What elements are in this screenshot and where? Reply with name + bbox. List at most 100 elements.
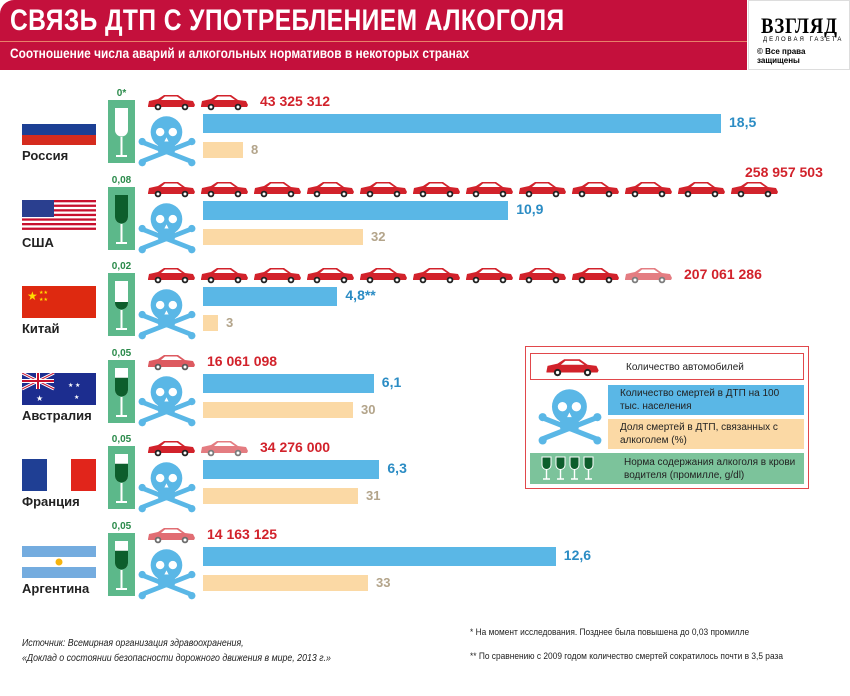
legend-alcohol-label: Доля смертей в ДТП, связанных с алкоголе… xyxy=(620,422,778,446)
country-name: Австралия xyxy=(22,408,92,423)
car-icon xyxy=(199,180,249,203)
skull-crossbones-icon xyxy=(138,200,196,260)
deaths-bar xyxy=(203,460,380,479)
car-count-value: 43 325 312 xyxy=(260,93,331,109)
logo-tagline: ДЕЛОВАЯ ГАЗЕТА xyxy=(763,37,844,43)
alcohol-share-bar xyxy=(203,575,368,591)
flag-icon xyxy=(22,200,96,232)
source-line-2: «Доклад о состоянии безопасности дорожно… xyxy=(22,653,331,664)
deaths-value: 6,3 xyxy=(387,460,407,476)
country-row: ★ ★★ ★★ Китай 0,02 207 061 286 4,8** 3 xyxy=(0,261,850,354)
alcohol-share-value: 8 xyxy=(251,142,259,157)
legend-cars-label: Количество автомобилей xyxy=(626,362,744,373)
deaths-value: 18,5 xyxy=(729,114,757,130)
wine-glass-icon xyxy=(108,187,135,250)
alcohol-share-value: 33 xyxy=(376,575,391,590)
car-icon xyxy=(358,180,408,203)
alcohol-limit-value: 0,05 xyxy=(111,434,132,445)
footnote-2: ** По сравнению с 2009 годом количество … xyxy=(470,651,783,662)
deaths-bar xyxy=(203,287,338,306)
source-line-1: Источник: Всемирная организация здравоох… xyxy=(22,638,244,649)
car-icon xyxy=(252,180,302,203)
flag-icon: ★ ★★ ★★ xyxy=(22,286,96,318)
car-icon xyxy=(146,93,196,116)
alcohol-share-value: 32 xyxy=(371,229,386,244)
deaths-value: 4,8** xyxy=(345,287,376,303)
car-icon xyxy=(305,180,355,203)
car-icon xyxy=(146,266,196,289)
country-name: Китай xyxy=(22,321,60,336)
wine-glass-icon xyxy=(108,273,135,336)
alcohol-share-value: 31 xyxy=(366,488,381,503)
alcohol-share-bar xyxy=(203,402,353,418)
deaths-value: 6,1 xyxy=(381,374,402,390)
alcohol-share-value: 30 xyxy=(361,402,376,417)
header-banner: СВЯЗЬ ДТП С УПОТРЕБЛЕНИЕМ АЛКОГОЛЯ Соотн… xyxy=(0,0,747,70)
glasses-icon xyxy=(541,456,594,480)
country-name: Франция xyxy=(22,494,80,509)
svg-text:★: ★ xyxy=(36,394,43,403)
alcohol-share-value: 3 xyxy=(226,315,234,330)
svg-text:★★: ★★ xyxy=(39,290,48,296)
wine-glass-icon xyxy=(108,360,135,423)
logo-name: ВЗГЛЯД xyxy=(761,13,838,38)
car-icon xyxy=(146,526,196,549)
car-icon xyxy=(146,180,196,203)
svg-text:★★: ★★ xyxy=(39,297,48,303)
country-name: США xyxy=(22,235,54,250)
copyright: © Все права защищены xyxy=(757,47,806,65)
alcohol-limit-value: 0,05 xyxy=(111,521,132,532)
deaths-bar xyxy=(203,201,509,220)
country-row: Аргентина 0,05 14 163 125 12,6 33 xyxy=(0,521,850,614)
car-icon xyxy=(517,266,567,289)
legend-cars: Количество автомобилей xyxy=(530,353,804,380)
car-icon xyxy=(570,266,620,289)
flag-icon xyxy=(22,546,96,578)
footnote-1: * На момент исследования. Позднее была п… xyxy=(470,627,750,638)
country-row: Франция 0,05 34 276 000 6,3 31 xyxy=(0,434,850,527)
deaths-value: 10,9 xyxy=(516,201,544,217)
country-row: США 0,08 258 957 503 10,9 32 xyxy=(0,164,850,268)
legend-deaths-label: Количество смертей в ДТП на 100 тыс. нас… xyxy=(620,388,780,412)
skull-crossbones-icon xyxy=(538,389,602,445)
car-icon xyxy=(411,266,461,289)
alcohol-share-bar xyxy=(203,488,358,504)
car-count-value: 207 061 286 xyxy=(684,266,762,282)
country-row: ★ ★ ★ ★ Австралия 0,05 16 061 098 6,1 30 xyxy=(0,348,850,441)
skull-crossbones-icon xyxy=(138,459,196,519)
legend-limit-label: Норма содержания алкоголя в крови водите… xyxy=(624,457,796,481)
car-icon xyxy=(517,180,567,203)
wine-glass-icon xyxy=(108,533,135,596)
car-icon xyxy=(358,266,408,289)
svg-text:★: ★ xyxy=(74,394,79,401)
car-icon xyxy=(623,266,673,289)
divider xyxy=(0,41,747,42)
flag-icon xyxy=(22,113,96,145)
skull-crossbones-icon xyxy=(138,546,196,606)
car-icon xyxy=(146,353,196,376)
country-row: Россия 0* 43 325 312 18,5 8 xyxy=(0,88,850,181)
car-icon xyxy=(546,359,599,377)
flag-icon: ★ ★ ★ ★ xyxy=(22,373,96,405)
car-icon xyxy=(146,439,196,462)
country-name: Аргентина xyxy=(22,581,90,596)
deaths-bar xyxy=(203,547,556,566)
car-count-value: 34 276 000 xyxy=(260,439,331,455)
source: Источник: Всемирная организация здравоох… xyxy=(22,636,331,666)
legend-deaths: Количество смертей в ДТП на 100 тыс. нас… xyxy=(608,385,804,415)
car-icon xyxy=(729,180,779,203)
car-icon xyxy=(570,180,620,203)
legend-limit: Норма содержания алкоголя в крови водите… xyxy=(530,453,804,484)
svg-text:★: ★ xyxy=(27,289,38,303)
logo: ВЗГЛЯД ДЕЛОВАЯ ГАЗЕТА © Все права защище… xyxy=(748,0,850,70)
flag-icon xyxy=(22,459,96,491)
car-icon xyxy=(199,439,249,462)
skull-crossbones-icon xyxy=(138,286,196,346)
alcohol-share-bar xyxy=(203,229,363,245)
alcohol-limit-value: 0,05 xyxy=(111,348,132,359)
deaths-value: 12,6 xyxy=(563,547,592,563)
alcohol-limit-value: 0,08 xyxy=(111,175,132,186)
car-icon xyxy=(199,266,249,289)
alcohol-limit-value: 0* xyxy=(116,88,127,99)
legend: Количество автомобилей Количество смерте… xyxy=(525,346,809,489)
